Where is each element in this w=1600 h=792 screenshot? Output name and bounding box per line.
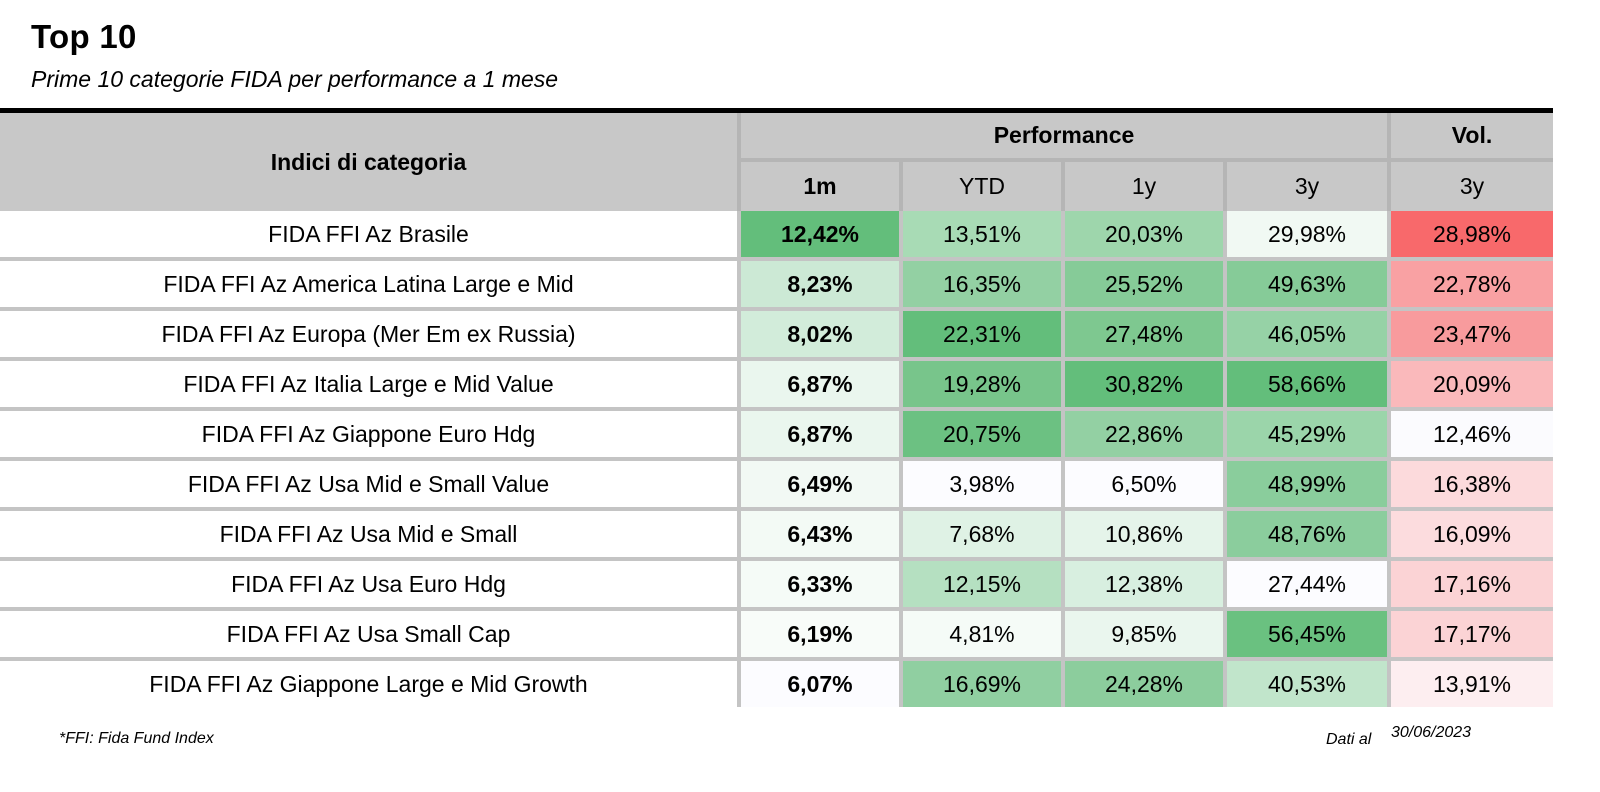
table-row: FIDA FFI Az Usa Mid e Small Value 6,49% 3,… — [0, 459, 1553, 511]
value-vol-3y: 22,78% — [1387, 259, 1553, 311]
value-1m: 6,33% — [737, 559, 901, 611]
table-row: FIDA FFI Az Europa (Mer Em ex Russia) 8,0… — [0, 309, 1553, 361]
value-vol-3y: 17,16% — [1387, 559, 1553, 611]
value-1m: 6,87% — [737, 359, 901, 411]
value-ytd: 16,69% — [899, 659, 1063, 707]
value-1y: 6,50% — [1061, 459, 1225, 511]
value-3y: 48,99% — [1223, 459, 1389, 511]
performance-header: Performance — [737, 113, 1389, 162]
page-title: Top 10 — [31, 18, 137, 55]
value-3y: 40,53% — [1223, 659, 1389, 707]
value-3y: 45,29% — [1223, 409, 1389, 461]
top10-table: Indici di categoria Performance Vol. 1m … — [0, 113, 1553, 707]
value-1y: 24,28% — [1061, 659, 1225, 707]
value-vol-3y: 17,17% — [1387, 609, 1553, 661]
value-vol-3y: 16,09% — [1387, 509, 1553, 561]
category-name: FIDA FFI Az Usa Mid e Small — [0, 509, 739, 561]
value-1y: 9,85% — [1061, 609, 1225, 661]
col-header-1m: 1m — [737, 160, 901, 211]
vol-header: Vol. — [1387, 113, 1553, 162]
col-header-3y: 3y — [1223, 160, 1389, 211]
value-vol-3y: 23,47% — [1387, 309, 1553, 361]
value-1m: 6,87% — [737, 409, 901, 461]
value-ytd: 19,28% — [899, 359, 1063, 411]
table-row: FIDA FFI Az Giappone Euro Hdg 6,87% 20,75%… — [0, 409, 1553, 461]
value-1m: 6,19% — [737, 609, 901, 661]
value-vol-3y: 13,91% — [1387, 659, 1553, 707]
value-1y: 20,03% — [1061, 211, 1225, 261]
value-ytd: 4,81% — [899, 609, 1063, 661]
category-name: FIDA FFI Az Usa Small Cap — [0, 609, 739, 661]
value-vol-3y: 16,38% — [1387, 459, 1553, 511]
value-ytd: 16,35% — [899, 259, 1063, 311]
value-ytd: 12,15% — [899, 559, 1063, 611]
header-rule — [0, 108, 1553, 113]
date-value: 30/06/2023 — [1391, 724, 1472, 741]
category-header: Indici di categoria — [0, 113, 739, 211]
value-1m: 6,49% — [737, 459, 901, 511]
value-3y: 56,45% — [1223, 609, 1389, 661]
table-row: FIDA FFI Az Usa Euro Hdg 6,33% 12,15% 12,38… — [0, 559, 1553, 611]
value-3y: 58,66% — [1223, 359, 1389, 411]
col-header-ytd: YTD — [899, 160, 1063, 211]
category-name: FIDA FFI Az America Latina Large e Mid — [0, 259, 739, 311]
category-name: FIDA FFI Az Europa (Mer Em ex Russia) — [0, 309, 739, 361]
value-1m: 8,02% — [737, 309, 901, 361]
table-row: FIDA FFI Az Giappone Large e Mid Growth 6… — [0, 659, 1553, 707]
value-1m: 6,43% — [737, 509, 901, 561]
value-3y: 46,05% — [1223, 309, 1389, 361]
category-name: FIDA FFI Az Usa Euro Hdg — [0, 559, 739, 611]
value-ytd: 22,31% — [899, 309, 1063, 361]
value-3y: 48,76% — [1223, 509, 1389, 561]
table-row: FIDA FFI Az America Latina Large e Mid 8,… — [0, 259, 1553, 311]
value-ytd: 20,75% — [899, 409, 1063, 461]
date-label: Dati al — [1326, 731, 1372, 748]
table-row: FIDA FFI Az Italia Large e Mid Value 6,87… — [0, 359, 1553, 411]
category-name: FIDA FFI Az Giappone Large e Mid Growth — [0, 659, 739, 707]
value-1y: 10,86% — [1061, 509, 1225, 561]
value-1y: 22,86% — [1061, 409, 1225, 461]
value-ytd: 13,51% — [899, 211, 1063, 261]
category-name: FIDA FFI Az Giappone Euro Hdg — [0, 409, 739, 461]
table-row: FIDA FFI Az Usa Small Cap 6,19% 4,81% 9,85%… — [0, 609, 1553, 661]
value-1y: 25,52% — [1061, 259, 1225, 311]
footnote: *FFI: Fida Fund Index — [59, 730, 214, 747]
value-3y: 29,98% — [1223, 211, 1389, 261]
value-3y: 49,63% — [1223, 259, 1389, 311]
value-3y: 27,44% — [1223, 559, 1389, 611]
value-1m: 6,07% — [737, 659, 901, 707]
category-name: FIDA FFI Az Italia Large e Mid Value — [0, 359, 739, 411]
table-row: FIDA FFI Az Brasile 12,42% 13,51% 20,03% 29,… — [0, 211, 1553, 261]
value-ytd: 3,98% — [899, 459, 1063, 511]
value-1y: 12,38% — [1061, 559, 1225, 611]
table-row: FIDA FFI Az Usa Mid e Small 6,43% 7,68% 10,… — [0, 509, 1553, 561]
value-vol-3y: 12,46% — [1387, 409, 1553, 461]
value-vol-3y: 28,98% — [1387, 211, 1553, 261]
value-1m: 12,42% — [737, 211, 901, 261]
page-subtitle: Prime 10 categorie FIDA per performance … — [31, 66, 559, 92]
category-name: FIDA FFI Az Brasile — [0, 211, 739, 261]
value-1m: 8,23% — [737, 259, 901, 311]
value-ytd: 7,68% — [899, 509, 1063, 561]
value-1y: 30,82% — [1061, 359, 1225, 411]
value-vol-3y: 20,09% — [1387, 359, 1553, 411]
table-body: FIDA FFI Az Brasile 12,42% 13,51% 20,03% 29,… — [0, 211, 1553, 707]
col-header-1y: 1y — [1061, 160, 1225, 211]
col-header-vol-3y: 3y — [1387, 160, 1553, 211]
value-1y: 27,48% — [1061, 309, 1225, 361]
category-name: FIDA FFI Az Usa Mid e Small Value — [0, 459, 739, 511]
